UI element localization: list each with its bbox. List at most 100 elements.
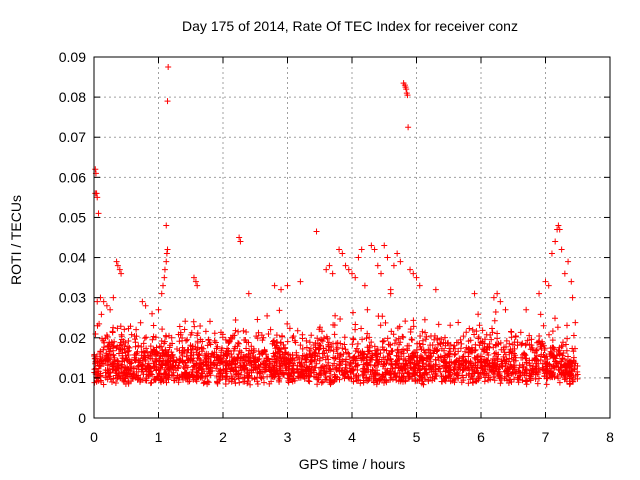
data-point bbox=[161, 266, 168, 273]
data-point bbox=[413, 274, 420, 281]
data-point bbox=[113, 258, 120, 265]
data-point bbox=[118, 270, 125, 277]
data-point bbox=[555, 222, 562, 229]
x-tick-label: 0 bbox=[90, 429, 98, 445]
data-point bbox=[565, 258, 572, 265]
data-point bbox=[94, 298, 101, 305]
y-tick-label: 0.08 bbox=[59, 89, 86, 105]
data-point bbox=[390, 262, 397, 269]
data-point bbox=[245, 290, 252, 297]
data-point bbox=[339, 250, 346, 257]
data-point bbox=[163, 250, 170, 257]
data-point bbox=[103, 302, 110, 309]
data-point bbox=[190, 274, 197, 281]
x-tick-label: 2 bbox=[219, 429, 227, 445]
data-point bbox=[494, 290, 501, 297]
grid-lines bbox=[94, 57, 610, 418]
data-point bbox=[278, 286, 285, 293]
data-point bbox=[394, 250, 401, 257]
y-axis-ticks: 0 0.01 0.02 0.03 0.04 0.05 0.06 0.07 0.08 0.09 bbox=[59, 49, 610, 426]
data-point bbox=[164, 98, 171, 105]
data-point bbox=[149, 310, 156, 317]
data-point bbox=[410, 270, 417, 277]
data-point bbox=[100, 298, 107, 305]
dense-band-markers bbox=[91, 306, 581, 388]
data-point bbox=[490, 294, 497, 301]
y-tick-label: 0.03 bbox=[59, 290, 86, 306]
data-point bbox=[271, 282, 278, 289]
data-point bbox=[556, 226, 563, 233]
data-point bbox=[558, 246, 565, 253]
data-point bbox=[561, 270, 568, 277]
data-point bbox=[407, 266, 414, 273]
data-point bbox=[523, 306, 530, 313]
y-tick-label: 0.05 bbox=[59, 209, 86, 225]
y-tick-label: 0.07 bbox=[59, 129, 86, 145]
data-point bbox=[536, 290, 543, 297]
y-tick-label: 0 bbox=[78, 410, 86, 426]
y-tick-label: 0.06 bbox=[59, 169, 86, 185]
y-tick-label: 0.02 bbox=[59, 330, 86, 346]
data-point bbox=[329, 270, 336, 277]
data-point bbox=[355, 254, 362, 261]
data-point bbox=[497, 298, 504, 305]
data-point bbox=[313, 228, 320, 235]
data-point bbox=[349, 270, 355, 277]
data-point bbox=[361, 282, 368, 289]
data-point bbox=[164, 246, 171, 253]
data-point bbox=[378, 270, 385, 277]
data-point bbox=[545, 282, 552, 289]
data-point bbox=[284, 282, 291, 289]
scatter-points bbox=[92, 64, 576, 317]
data-point bbox=[94, 194, 101, 201]
data-point bbox=[384, 254, 391, 261]
data-point bbox=[471, 290, 478, 297]
data-point bbox=[160, 282, 167, 289]
data-point bbox=[323, 266, 330, 273]
data-point bbox=[194, 282, 201, 289]
data-point bbox=[161, 274, 168, 281]
data-point bbox=[381, 242, 388, 249]
data-point bbox=[548, 250, 555, 257]
data-point bbox=[342, 262, 349, 269]
y-tick-label: 0.09 bbox=[59, 49, 86, 65]
data-point bbox=[371, 246, 378, 253]
data-point bbox=[95, 210, 102, 217]
data-point bbox=[165, 64, 172, 71]
x-tick-label: 6 bbox=[477, 429, 485, 445]
data-point bbox=[158, 290, 165, 297]
data-point bbox=[236, 234, 243, 241]
data-point bbox=[93, 190, 100, 197]
data-point bbox=[416, 282, 423, 289]
data-point bbox=[155, 306, 162, 313]
data-point bbox=[163, 222, 170, 229]
x-tick-label: 1 bbox=[155, 429, 163, 445]
data-point bbox=[568, 278, 575, 285]
data-point bbox=[110, 294, 117, 301]
data-point bbox=[139, 298, 146, 305]
data-point bbox=[387, 290, 394, 297]
data-point bbox=[432, 286, 439, 293]
x-axis-ticks: 0 1 2 3 4 5 6 7 8 bbox=[90, 57, 614, 445]
data-point bbox=[368, 242, 375, 249]
y-axis-label: ROTI / TECUs bbox=[8, 195, 24, 285]
y-tick-label: 0.01 bbox=[59, 370, 86, 386]
data-point bbox=[405, 124, 412, 131]
chart-title: Day 175 of 2014, Rate Of TEC Index for r… bbox=[182, 18, 518, 34]
data-point bbox=[569, 294, 576, 301]
data-point bbox=[142, 302, 149, 309]
data-point bbox=[403, 86, 410, 93]
data-point bbox=[237, 238, 244, 245]
data-point bbox=[107, 306, 114, 313]
data-point bbox=[552, 238, 559, 245]
data-point bbox=[345, 266, 352, 273]
data-point bbox=[114, 262, 121, 269]
data-point bbox=[297, 278, 304, 285]
data-point bbox=[374, 262, 381, 269]
data-point bbox=[358, 246, 365, 253]
data-point bbox=[163, 258, 170, 265]
x-tick-label: 7 bbox=[542, 429, 550, 445]
data-point bbox=[326, 262, 333, 269]
data-point bbox=[92, 166, 99, 173]
